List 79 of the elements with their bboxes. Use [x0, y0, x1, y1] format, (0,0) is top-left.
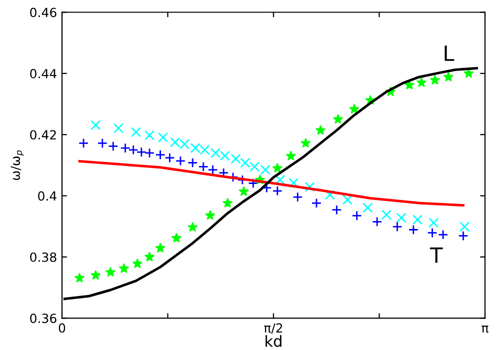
annotation: T — [430, 248, 443, 263]
point — [74, 272, 84, 282]
point — [352, 210, 362, 221]
point — [90, 270, 101, 280]
line-series — [78, 160, 464, 207]
point — [372, 216, 382, 227]
point — [460, 222, 470, 232]
point — [408, 224, 419, 235]
point — [144, 252, 154, 262]
point — [120, 142, 130, 154]
annotation: L — [444, 46, 454, 61]
point — [249, 162, 260, 172]
point — [144, 148, 155, 158]
point — [292, 192, 303, 202]
point — [412, 214, 423, 225]
point — [332, 204, 342, 215]
point — [316, 125, 326, 135]
point — [342, 194, 353, 205]
point — [175, 156, 186, 166]
point — [230, 154, 241, 164]
point — [78, 138, 89, 148]
y-tick-label: 0.4 — [38, 191, 56, 201]
point — [333, 114, 343, 124]
point — [158, 132, 168, 142]
point — [286, 150, 296, 160]
point — [381, 210, 392, 220]
x-tick-label: π/2 — [264, 323, 282, 334]
point — [222, 198, 232, 208]
point — [396, 212, 406, 223]
x-tick-label: π — [482, 326, 488, 333]
point — [300, 138, 311, 148]
point — [272, 186, 283, 196]
point — [188, 158, 198, 168]
y-tick-label: 0.38 — [30, 252, 56, 262]
point — [97, 138, 108, 148]
point — [144, 130, 155, 140]
point — [349, 104, 360, 114]
point — [288, 178, 299, 188]
point — [188, 222, 198, 232]
point — [260, 164, 270, 175]
point — [108, 141, 118, 152]
point — [427, 228, 438, 238]
point — [304, 182, 315, 192]
point — [416, 78, 426, 87]
point — [132, 258, 142, 268]
point — [362, 202, 373, 213]
y-axis-title: ω/ω$_{p}$ — [10, 150, 24, 180]
point — [458, 230, 468, 241]
point — [444, 72, 454, 82]
point — [113, 123, 124, 134]
point — [311, 198, 322, 208]
point — [205, 210, 215, 220]
x-axis-title: kd — [266, 335, 282, 347]
point — [428, 218, 439, 228]
point — [272, 163, 282, 173]
point — [136, 146, 147, 158]
point — [238, 186, 249, 196]
point — [392, 222, 402, 232]
point — [155, 243, 166, 252]
point — [119, 264, 129, 273]
x-tick-label: 0 — [58, 323, 66, 333]
y-tick-label: 0.36 — [30, 314, 56, 324]
point — [208, 164, 218, 175]
point — [90, 120, 101, 130]
point — [275, 174, 286, 185]
point — [106, 267, 116, 277]
point — [240, 158, 250, 168]
y-tick-label: 0.42 — [30, 130, 56, 140]
point — [248, 178, 258, 188]
point — [130, 127, 142, 138]
point — [438, 230, 448, 240]
point — [155, 150, 166, 160]
point — [198, 162, 208, 172]
point — [172, 232, 182, 242]
point — [164, 152, 175, 163]
y-tick-label: 0.46 — [30, 8, 56, 18]
point — [128, 144, 138, 155]
point — [430, 75, 440, 84]
y-tick-label: 0.44 — [30, 68, 56, 78]
